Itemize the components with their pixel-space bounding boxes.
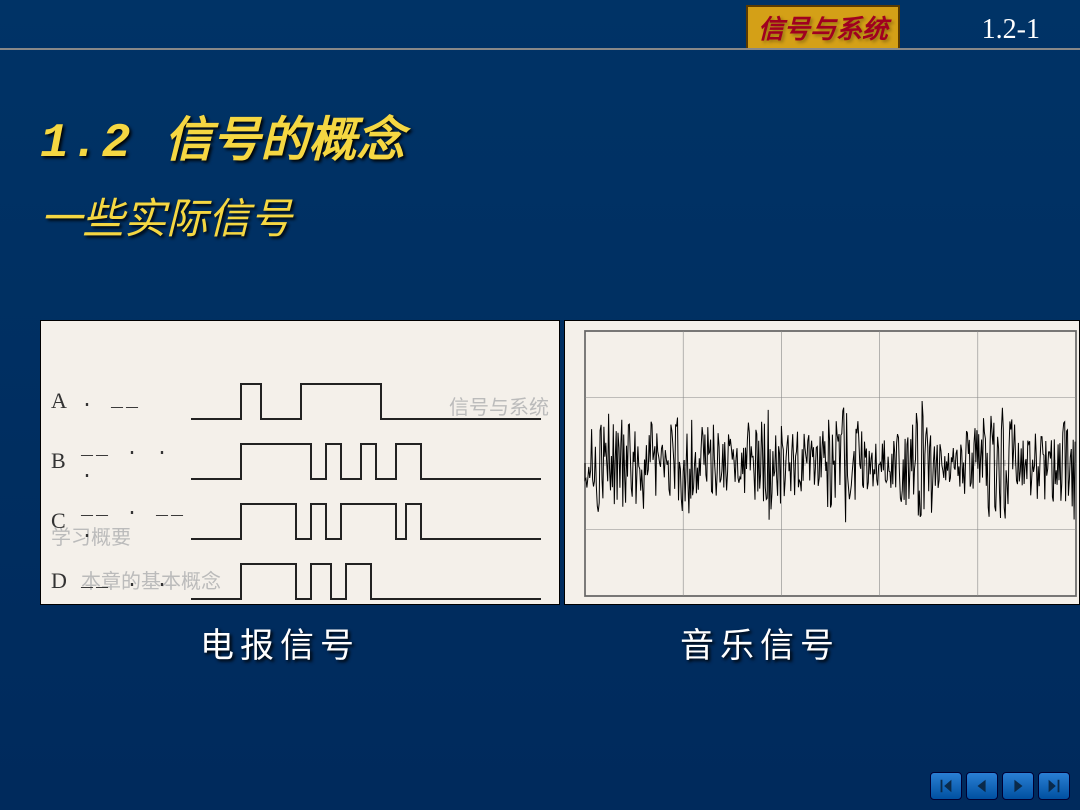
telegraph-caption: 电报信号: [200, 618, 360, 667]
morse-label: A: [51, 388, 81, 414]
telegraph-figure: 信号与系统 学习概要 本章的基本概念 A. __ B__ . . . C__ .…: [40, 320, 560, 605]
morse-row: D__ . .: [51, 551, 541, 611]
music-figure: [564, 320, 1080, 605]
pulse-waveform: [191, 434, 541, 489]
slide-subtitle: 一些实际信号: [40, 185, 292, 246]
last-icon: [1045, 777, 1063, 795]
pulse-waveform: [191, 374, 541, 429]
morse-code: . __: [81, 390, 191, 413]
pulse-waveform: [191, 494, 541, 549]
header-divider: [0, 48, 1080, 50]
page-number: 1.2-1: [982, 14, 1040, 46]
morse-row: A. __: [51, 371, 541, 431]
next-icon: [1009, 777, 1027, 795]
morse-code: __ . .: [81, 570, 191, 593]
prev-icon: [973, 777, 991, 795]
morse-row: B__ . . .: [51, 431, 541, 491]
morse-label: D: [51, 568, 81, 594]
prev-button[interactable]: [966, 772, 998, 800]
first-icon: [937, 777, 955, 795]
first-button[interactable]: [930, 772, 962, 800]
course-badge: 信号与系统: [746, 5, 900, 50]
music-waveform: [565, 321, 1080, 606]
next-button[interactable]: [1002, 772, 1034, 800]
morse-label: C: [51, 508, 81, 534]
morse-row: C__ . __ .: [51, 491, 541, 551]
nav-bar: [930, 772, 1070, 800]
slide-title: 1.2 信号的概念: [40, 100, 404, 171]
title-text: 信号的概念: [164, 114, 404, 167]
music-caption: 音乐信号: [680, 618, 840, 667]
morse-code: __ . . .: [81, 438, 191, 484]
morse-label: B: [51, 448, 81, 474]
last-button[interactable]: [1038, 772, 1070, 800]
title-number: 1.2: [40, 117, 132, 171]
pulse-waveform: [191, 554, 541, 609]
morse-code: __ . __ .: [81, 498, 191, 544]
